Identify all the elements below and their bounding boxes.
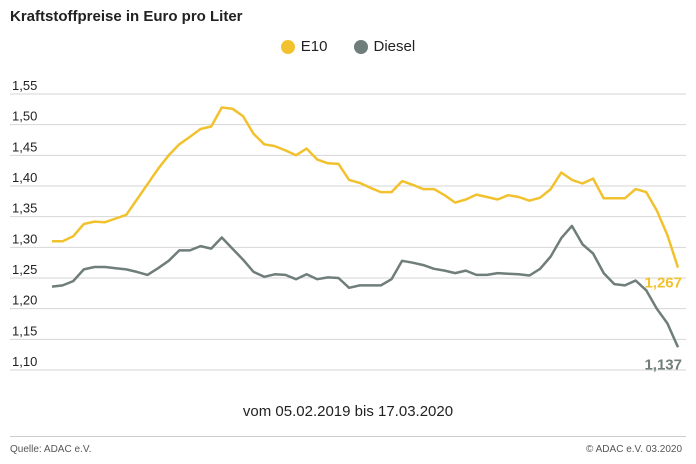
footer-divider: [10, 436, 686, 437]
y-tick-label: 1,10: [12, 354, 37, 369]
legend: E10 Diesel: [0, 38, 696, 55]
chart-title: Kraftstoffpreise in Euro pro Liter: [10, 8, 243, 25]
copyright-label: © ADAC e.V. 03.2020: [586, 444, 682, 455]
y-tick-label: 1,55: [12, 78, 37, 93]
y-tick-label: 1,15: [12, 323, 37, 338]
y-tick-label: 1,35: [12, 201, 37, 216]
legend-item-diesel: Diesel: [353, 38, 416, 55]
period-label: vom 05.02.2019 bis 17.03.2020: [242, 403, 454, 420]
legend-swatch-e10: [280, 39, 295, 54]
legend-swatch-diesel: [353, 39, 368, 54]
end-value-label-e10: 1,267: [644, 275, 682, 292]
legend-item-e10: E10: [280, 38, 328, 55]
y-tick-label: 1,50: [12, 109, 37, 124]
y-tick-label: 1,45: [12, 139, 37, 154]
y-tick-label: 1,30: [12, 231, 37, 246]
end-value-label-diesel: 1,137: [644, 356, 682, 373]
series-line-diesel: [51, 224, 680, 348]
legend-label-e10: E10: [300, 38, 328, 55]
source-label: Quelle: ADAC e.V.: [10, 444, 92, 455]
y-tick-label: 1,25: [12, 262, 37, 277]
series-line-e10: [52, 106, 680, 268]
legend-label-diesel: Diesel: [373, 38, 416, 55]
y-tick-label: 1,20: [12, 293, 37, 308]
y-tick-label: 1,40: [12, 170, 37, 185]
